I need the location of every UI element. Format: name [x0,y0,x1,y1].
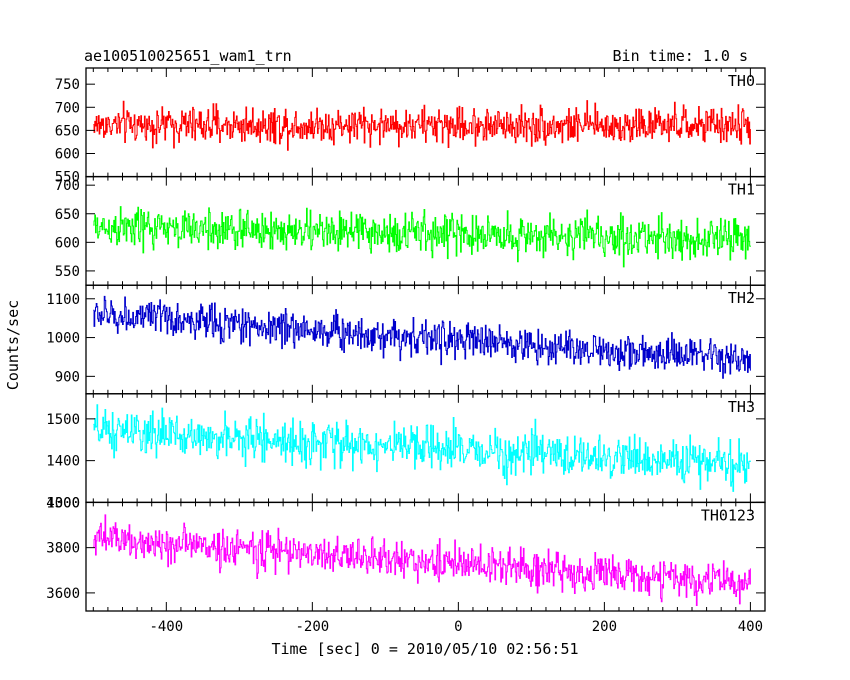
y-tick-label: 600 [55,235,80,251]
panel-frame [85,501,766,612]
y-tick-label: 600 [55,146,80,162]
y-tick-label: 3600 [46,586,80,602]
series-th3 [93,404,751,492]
x-tick-label: -400 [149,619,183,635]
y-tick-label: 550 [55,264,80,280]
y-tick-label: 4000 [46,495,80,511]
y-tick-label: 1500 [46,412,80,428]
panel-th0123: 3600 3800 4000 TH0123 [46,495,766,612]
panel-frame [85,393,766,504]
panel-th0: 550 600 650 700 750 TH0 [55,67,766,186]
y-tick-label: 650 [55,123,80,139]
y-tick-label: 3800 [46,541,80,557]
y-tick-label: 1000 [46,331,80,347]
panels-group: 550 600 650 700 750 TH0 550 600 650 700 TH1 900 1000… [46,67,766,635]
x-axis-label: Time [sec] 0 = 2010/05/10 02:56:51 [271,640,578,658]
y-tick-label: 1100 [46,292,80,308]
panel-label: TH0123 [701,506,755,524]
y-tick-label: 750 [55,77,80,93]
chart-title-left: ae100510025651_wam1_trn [84,47,292,65]
panel-th3: 1300 1400 1500 TH3 [46,393,766,511]
y-tick-label: 1300 [46,495,80,511]
series-th0123 [93,514,751,607]
x-tick-label: 400 [738,619,763,635]
panel-th2: 900 1000 1100 TH2 [46,284,766,395]
y-tick-label: 900 [55,369,80,385]
series-th1 [93,206,751,268]
x-tick-label: 200 [592,619,617,635]
x-tick-label: -200 [295,619,329,635]
series-th2 [93,295,751,379]
panel-th1: 550 600 650 700 TH1 [55,175,766,286]
y-axis-label: Counts/sec [4,300,22,390]
series-th0 [93,100,751,151]
y-tick-label: 650 [55,207,80,223]
x-tick-label: 0 [454,619,462,635]
y-tick-label: 1400 [46,454,80,470]
y-tick-label: 550 [55,170,80,186]
panel-label: TH3 [728,398,755,416]
panel-label: TH0 [728,72,755,90]
panel-label: TH1 [728,181,755,199]
y-tick-label: 700 [55,100,80,116]
y-tick-label: 700 [55,178,80,194]
chart-title-right: Bin time: 1.0 s [613,47,748,65]
panel-frame [85,284,766,395]
panel-label: TH2 [728,289,755,307]
